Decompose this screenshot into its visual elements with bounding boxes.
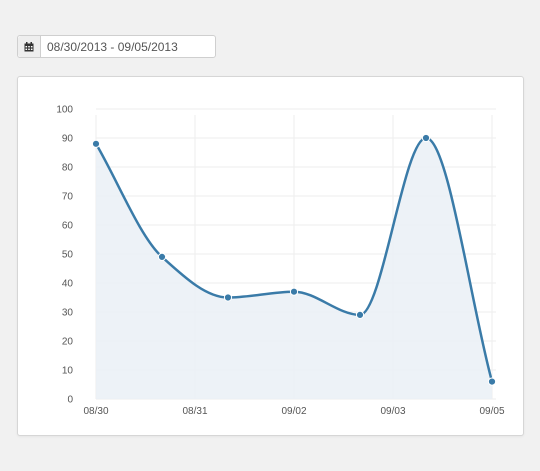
- y-tick-label: 40: [62, 279, 74, 290]
- x-tick-label: 09/02: [281, 406, 306, 417]
- y-tick-label: 60: [62, 221, 74, 232]
- y-tick-label: 0: [67, 395, 73, 406]
- data-point: [223, 293, 233, 302]
- x-tick-label: 08/31: [182, 406, 207, 417]
- data-point: [487, 377, 497, 386]
- y-tick-label: 20: [62, 337, 74, 348]
- x-tick-label: 08/30: [83, 406, 108, 417]
- data-point: [421, 133, 431, 143]
- y-tick-label: 100: [56, 105, 73, 116]
- data-point: [355, 310, 365, 319]
- x-tick-label: 09/03: [380, 406, 405, 417]
- calendar-icon[interactable]: [18, 36, 41, 57]
- y-tick-label: 90: [62, 134, 74, 145]
- data-point: [91, 139, 101, 148]
- y-tick-label: 50: [62, 250, 74, 261]
- x-tick-label: 09/05: [479, 406, 504, 417]
- data-point: [289, 287, 299, 296]
- area-fill: [96, 138, 492, 399]
- data-point: [157, 252, 167, 261]
- date-range-picker[interactable]: [17, 35, 216, 58]
- y-tick-label: 70: [62, 192, 74, 203]
- y-tick-label: 30: [62, 308, 74, 319]
- y-tick-label: 10: [62, 366, 74, 377]
- chart-panel: 0 10 20 30 40 50 60 70 80 90 100 08/30 08/31 09/02 09/…: [17, 76, 524, 436]
- line-area-chart: 0 10 20 30 40 50 60 70 80 90 100 08/30 08/31 09/02 09/…: [56, 105, 505, 418]
- date-range-input[interactable]: [41, 36, 215, 57]
- y-tick-label: 80: [62, 163, 74, 174]
